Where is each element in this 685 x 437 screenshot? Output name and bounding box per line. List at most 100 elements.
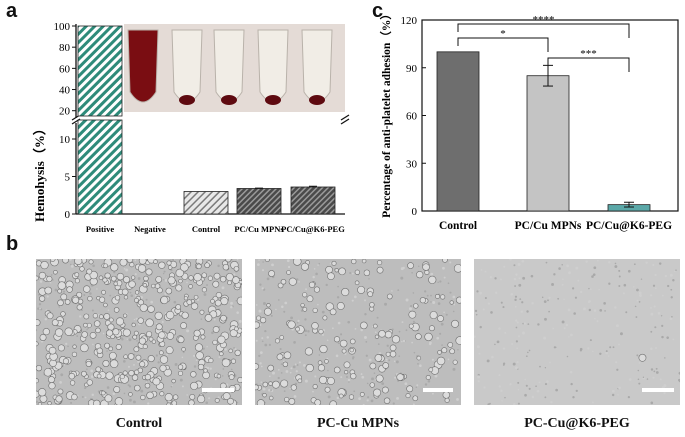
platelet — [89, 331, 97, 339]
platelet — [37, 401, 43, 405]
platelet — [85, 360, 92, 367]
platelet — [256, 399, 265, 405]
platelet — [319, 344, 328, 354]
platelet — [232, 276, 240, 284]
platelet — [318, 329, 324, 335]
platelet — [152, 377, 161, 386]
platelet — [74, 259, 83, 266]
platelet — [113, 307, 120, 313]
platelet — [300, 262, 309, 271]
platelet — [286, 270, 291, 275]
platelet — [188, 284, 193, 289]
scale-bar — [642, 388, 674, 392]
platelet — [112, 328, 120, 336]
platelet — [57, 344, 65, 352]
significance-bracket: **** — [457, 14, 630, 38]
platelet — [110, 263, 119, 272]
platelet — [319, 375, 328, 384]
platelet — [369, 302, 375, 308]
bar — [236, 188, 282, 215]
platelet — [268, 270, 276, 277]
platelet — [193, 294, 199, 300]
x-tick-label: PC/Cu@K6-PEG — [586, 220, 672, 232]
platelet — [155, 323, 163, 331]
x-tick-label: Control — [439, 220, 477, 232]
platelet — [122, 313, 128, 318]
platelet — [92, 313, 98, 319]
platelet — [305, 363, 314, 373]
platelet — [369, 306, 375, 312]
platelet — [107, 323, 115, 331]
platelet — [383, 397, 391, 404]
platelet — [218, 351, 224, 357]
platelet — [312, 384, 318, 390]
platelet — [167, 276, 176, 285]
platelet — [264, 259, 270, 263]
platelet — [146, 391, 154, 400]
x-tick-label: PC/Cu@K6-PEG — [281, 224, 345, 234]
platelet — [452, 359, 458, 365]
platelet — [422, 263, 430, 271]
platelet — [216, 373, 222, 379]
platelet — [87, 295, 93, 302]
platelet — [177, 336, 185, 344]
platelet — [190, 371, 197, 378]
platelet — [101, 289, 106, 295]
sem-caption-control: Control — [115, 416, 163, 431]
platelet — [103, 313, 111, 320]
platelet — [177, 370, 184, 376]
platelet — [151, 339, 157, 344]
platelet — [79, 266, 85, 272]
platelet — [146, 331, 153, 338]
platelet — [89, 270, 98, 280]
platelet — [147, 355, 155, 363]
bar — [77, 119, 123, 215]
platelet — [280, 379, 289, 388]
platelet — [129, 262, 135, 268]
panel-b-label: b — [6, 233, 19, 255]
platelet — [382, 362, 390, 369]
platelet — [201, 287, 207, 293]
tube-icon — [213, 29, 245, 105]
platelet — [279, 335, 285, 340]
platelet — [81, 331, 88, 338]
platelet — [48, 346, 57, 355]
platelet — [290, 384, 297, 391]
platelet — [437, 315, 444, 322]
platelet — [267, 364, 275, 372]
platelet — [186, 299, 193, 305]
platelet — [230, 358, 237, 364]
y-tick-label: 0 — [65, 209, 71, 221]
platelet — [327, 272, 335, 281]
platelet — [277, 282, 284, 289]
platelet — [425, 375, 431, 380]
platelet — [36, 364, 43, 372]
platelet — [68, 372, 76, 380]
platelet — [126, 259, 134, 263]
platelet — [375, 374, 384, 383]
x-tick-label: Control — [192, 224, 221, 234]
platelet — [313, 286, 321, 293]
platelet — [455, 296, 461, 304]
platelet — [88, 259, 94, 265]
platelet — [201, 272, 207, 278]
platelet — [416, 355, 422, 361]
platelet — [123, 354, 128, 359]
platelet — [338, 267, 346, 276]
platelet — [165, 346, 174, 355]
platelet — [284, 396, 290, 403]
platelet — [114, 397, 124, 405]
platelet — [153, 259, 158, 264]
platelet — [369, 362, 377, 370]
platelet — [255, 321, 260, 329]
platelet — [360, 321, 368, 330]
platelet — [133, 330, 139, 336]
platelet — [151, 283, 156, 289]
platelet — [442, 259, 448, 263]
platelet — [219, 275, 227, 283]
panel-c-label: c — [372, 0, 384, 22]
platelet — [159, 391, 165, 397]
significance-bracket: * — [457, 28, 549, 52]
platelet — [408, 323, 414, 329]
y-tick-label: 0 — [412, 206, 418, 218]
